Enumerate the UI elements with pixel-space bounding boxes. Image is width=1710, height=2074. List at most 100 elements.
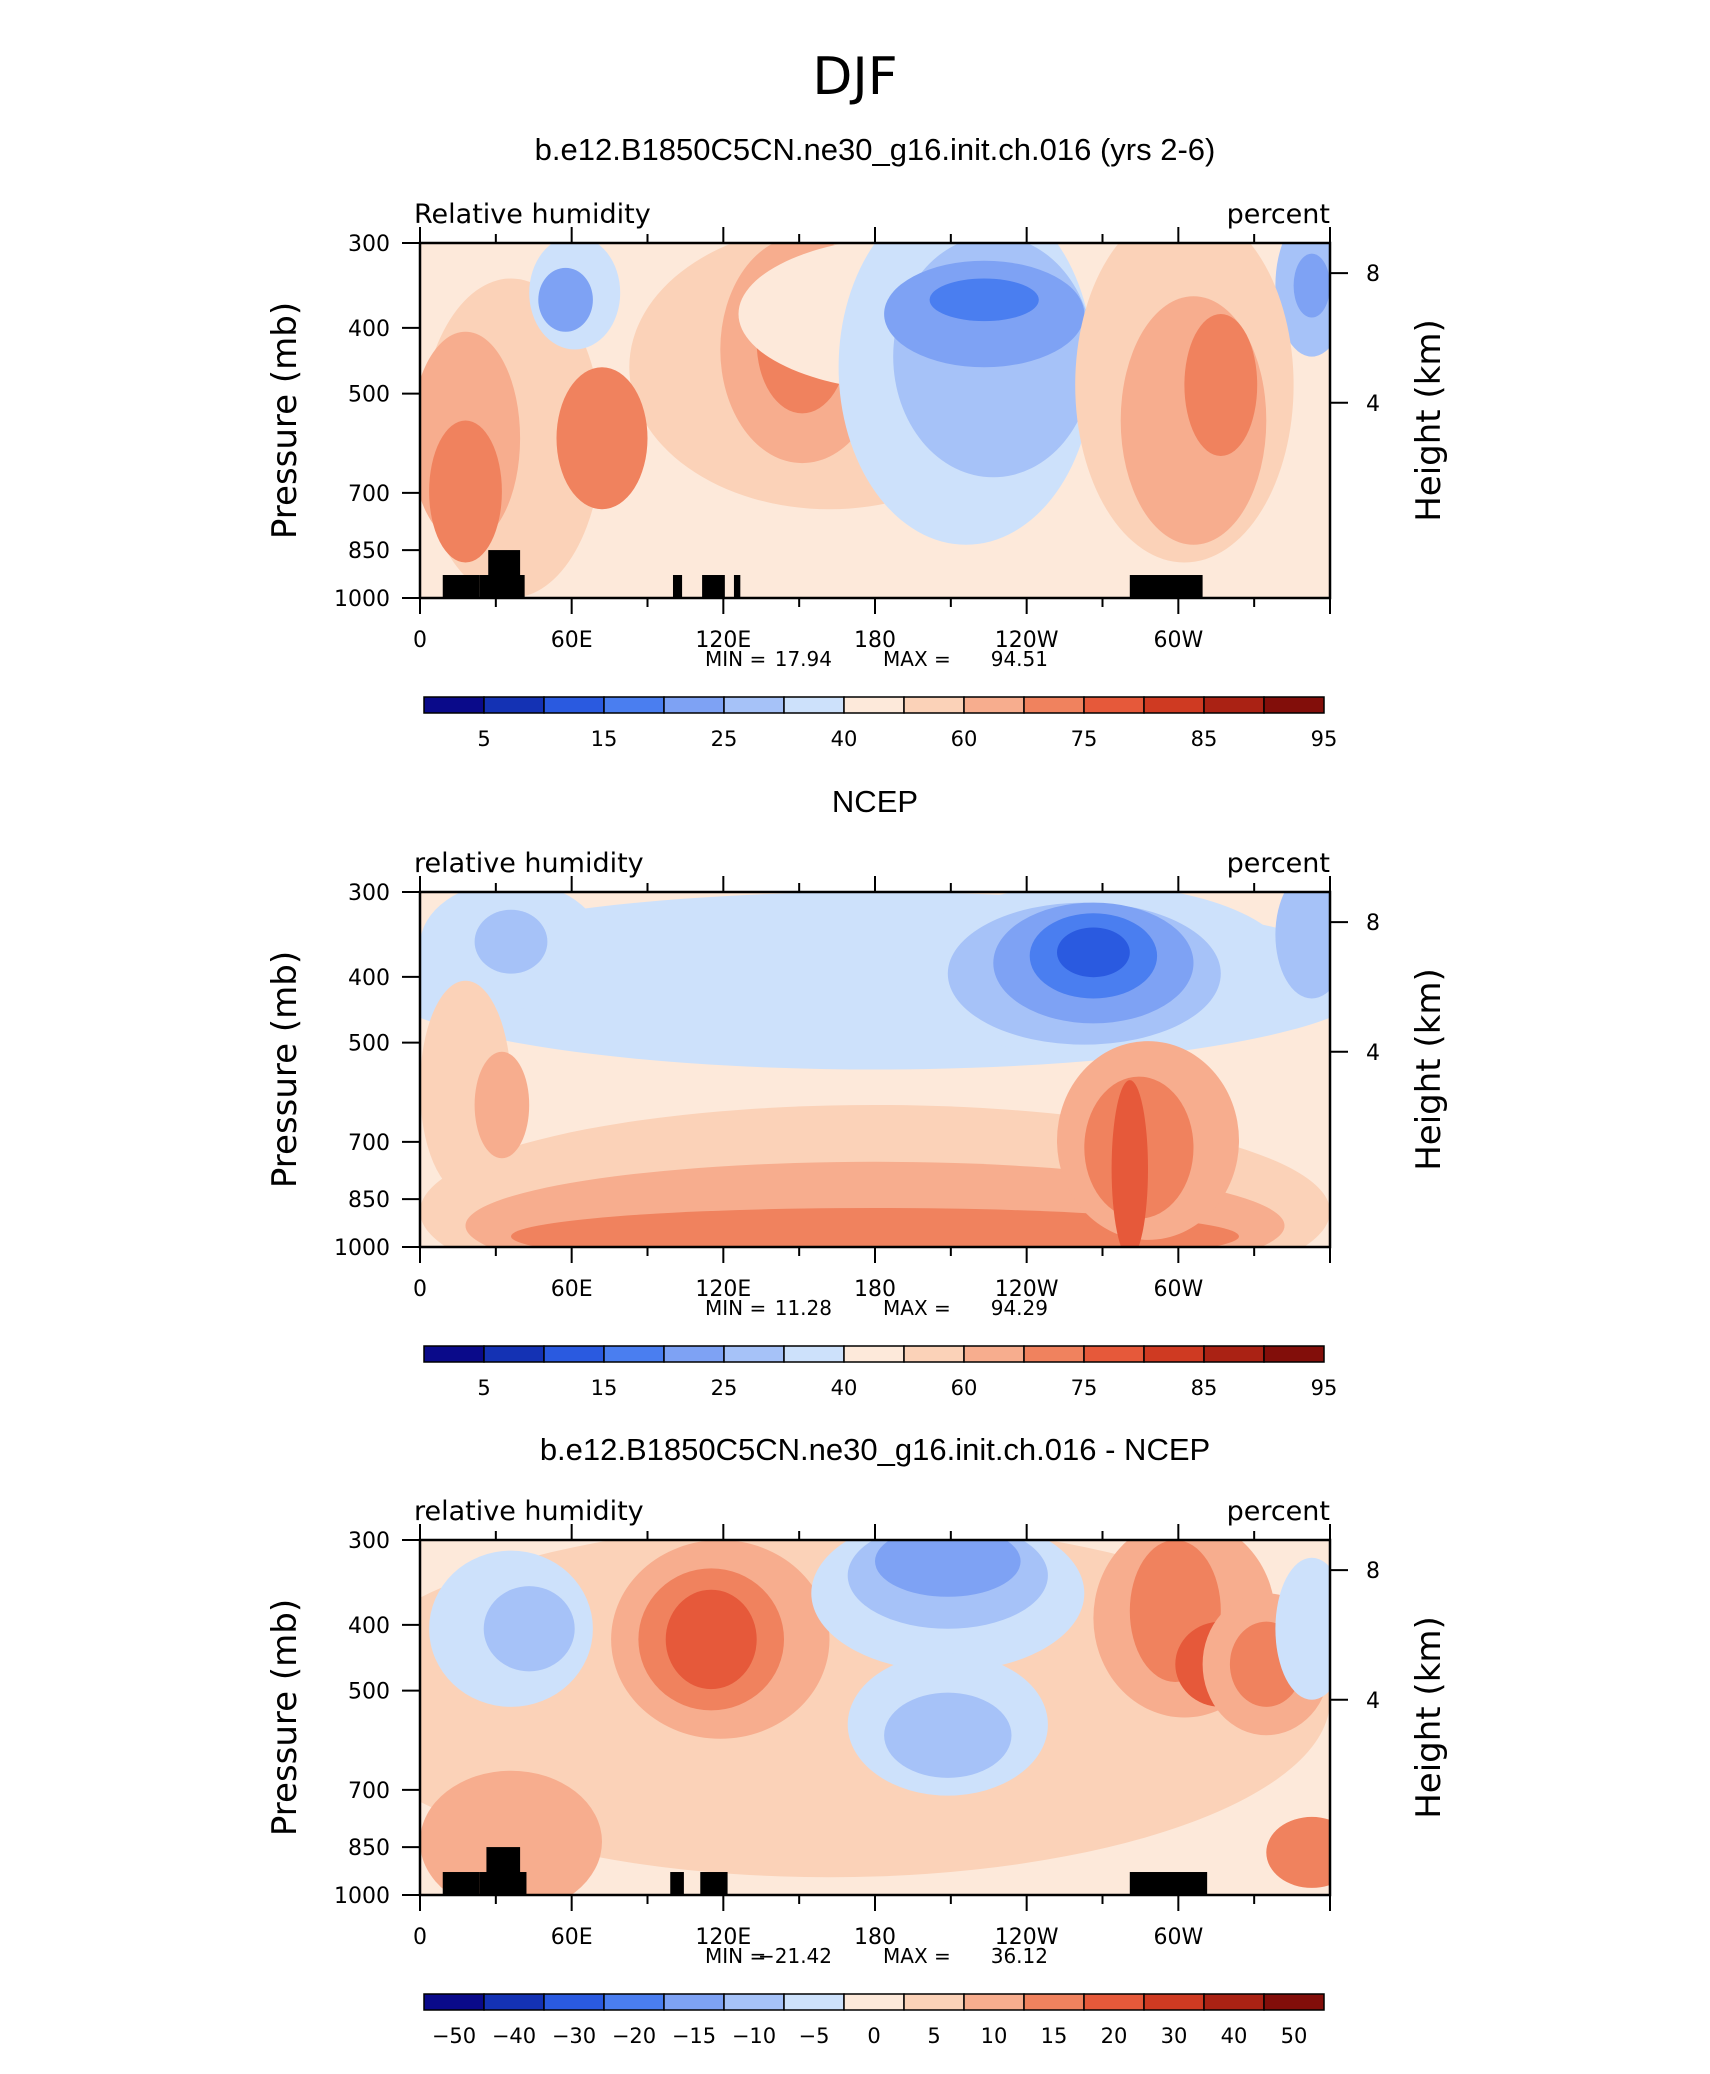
colorbar-box [723,696,785,714]
colorbar-box [1023,1345,1085,1363]
colorbar: 5 15 25 40 60 75 85 95 [423,696,1337,751]
y-tick-label: 1000 [334,1884,390,1909]
y-tick-label: 850 [348,539,390,564]
y-tick-label: 500 [348,383,390,408]
y-tick-label: 400 [348,966,390,991]
y-tick-label: 1000 [334,1236,390,1261]
colorbar-box [783,696,845,714]
contour-region [929,278,1039,322]
contour-region [1266,1816,1330,1888]
land-mask [479,1872,527,1895]
x-tick-label: 0 [413,1925,427,1950]
colorbar-label: 30 [1161,2024,1188,2048]
y-tick-label-right: 4 [1366,1689,1380,1714]
colorbar-box [1023,696,1085,714]
panel-title: b.e12.B1850C5CN.ne30_g16.init.ch.016 (yr… [535,132,1216,167]
y-tick-label-right: 8 [1366,1559,1380,1584]
y-tick-label: 500 [348,1680,390,1705]
x-tick-label: 120W [995,1925,1059,1950]
x-tick-label: 120E [695,1277,751,1302]
y-axis-title: Pressure (mb) [265,302,305,539]
contour-region [420,1770,602,1895]
min-value: 17.94 [775,647,832,671]
colorbar-box [1143,1993,1205,2011]
colorbar-label: 15 [591,1376,618,1400]
field [420,1540,1330,1895]
land-mask [1129,1872,1208,1895]
colorbar-box [1263,1345,1325,1363]
x-tick-label: 180 [854,1277,896,1302]
colorbar-box [963,1345,1025,1363]
colorbar-box [903,1345,965,1363]
y-tick-label: 400 [348,1614,390,1639]
land-mask [442,575,480,598]
colorbar-box [963,1993,1025,2011]
y-axis-title-right: Height (km) [1409,1616,1449,1819]
x-tick-label: 60W [1153,1925,1203,1950]
y-tick-label-right: 8 [1366,262,1380,287]
y-tick-label: 700 [348,482,390,507]
colorbar-box [603,1345,665,1363]
x-tick-label: 0 [413,628,427,653]
colorbar-box [663,696,725,714]
contour-region [1057,927,1130,978]
panel-2: NCEP relative humidity percent 0 60E 120E 180 1… [265,784,1449,1400]
colorbar-box [1083,1345,1145,1363]
y-tick-label-right: 8 [1366,911,1380,936]
colorbar-box [663,1345,725,1363]
variable-label: relative humidity [414,848,644,879]
colorbar-label: 20 [1101,2024,1128,2048]
colorbar-box [1203,1345,1265,1363]
colorbar-box [1203,696,1265,714]
panel-title: NCEP [832,784,918,819]
colorbar-box [1263,696,1325,714]
y-tick-label-right: 4 [1366,392,1380,417]
units-label: percent [1227,1496,1330,1527]
y-tick-label: 850 [348,1836,390,1861]
colorbar-box [783,1993,845,2011]
x-tick-label: 0 [413,1277,427,1302]
land-mask [442,1872,480,1895]
contour-region [1184,314,1258,456]
y-tick-label: 700 [348,1131,390,1156]
variable-label: Relative humidity [414,199,651,230]
colorbar-label: 40 [831,727,858,751]
colorbar-label: 15 [591,727,618,751]
colorbar-box [843,696,905,714]
contour-region [511,1207,1239,1247]
contour-region [429,420,502,563]
y-tick-label: 300 [348,1529,390,1554]
figure-title: DJF [812,47,897,107]
colorbar-label: 25 [711,727,738,751]
colorbar-label: 40 [831,1376,858,1400]
land-mask [479,575,525,598]
colorbar-label: −50 [432,2024,476,2048]
panel-title: b.e12.B1850C5CN.ne30_g16.init.ch.016 - N… [540,1432,1210,1467]
y-tick-label: 300 [348,881,390,906]
field [420,892,1330,1247]
colorbar-box [783,1345,845,1363]
y-axis-title: Pressure (mb) [265,951,305,1188]
y-axis-title: Pressure (mb) [265,1599,305,1836]
y-tick-label: 1000 [334,587,390,612]
colorbar-box [1263,1993,1325,2011]
land-mask [702,575,725,598]
land-mask [1129,575,1203,598]
colorbar-label: 25 [711,1376,738,1400]
colorbar-label: 95 [1311,1376,1338,1400]
colorbar-box [1143,696,1205,714]
colorbar-box [423,1345,485,1363]
max-value: 94.51 [991,647,1048,671]
colorbar-label: 5 [477,1376,490,1400]
colorbar-box [603,1993,665,2011]
land-mask [700,1872,728,1895]
contour-region [884,1692,1012,1778]
colorbar-label: 5 [477,727,490,751]
colorbar-label: 5 [927,2024,940,2048]
colorbar-box [543,1993,605,2011]
x-tick-label: 60E [551,628,593,653]
colorbar-box [423,696,485,714]
colorbar-label: 85 [1191,1376,1218,1400]
contour-region [875,1540,1021,1597]
